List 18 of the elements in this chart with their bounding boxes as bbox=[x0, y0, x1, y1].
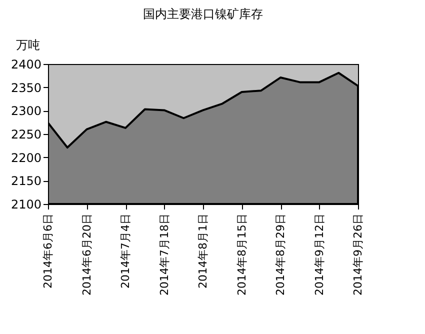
x-tick-label: 2014年8月1日 bbox=[196, 214, 210, 288]
y-tick-label: 2400 bbox=[10, 58, 42, 72]
y-tick-label: 2350 bbox=[10, 80, 42, 95]
y-axis-title: 万吨 bbox=[16, 38, 40, 52]
x-tick-label: 2014年7月4日 bbox=[119, 214, 132, 288]
x-tick-label: 2014年9月12日 bbox=[312, 214, 326, 296]
y-tick-label: 2300 bbox=[10, 104, 42, 118]
y-tick-label: 2250 bbox=[10, 128, 42, 142]
y-tick-label: 2100 bbox=[10, 198, 42, 212]
x-tick-label: 2014年8月15日 bbox=[235, 214, 248, 296]
y-tick-label: 2150 bbox=[10, 174, 42, 188]
x-tick-label: 2014年9月26日 bbox=[352, 214, 364, 296]
x-tick-label: 2014年7月18日 bbox=[158, 214, 171, 296]
x-tick-label: 2014年6月6日 bbox=[42, 214, 54, 288]
x-tick-label: 2014年8月29日 bbox=[274, 214, 287, 296]
chart-title: 国内主要港口镍矿库存 bbox=[143, 7, 263, 21]
x-tick-label: 2014年6月20日 bbox=[80, 214, 94, 296]
y-tick-label: 2200 bbox=[10, 150, 42, 165]
